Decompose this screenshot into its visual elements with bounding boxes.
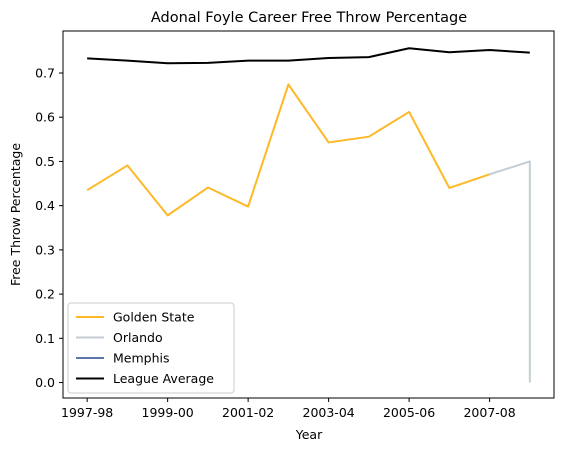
legend-label-league-average: League Average — [113, 371, 214, 386]
x-tick-label: 2003-04 — [303, 405, 355, 420]
y-tick-label: 0.4 — [35, 198, 55, 213]
y-tick-label: 0.1 — [35, 331, 55, 346]
legend-label-golden-state: Golden State — [113, 310, 195, 325]
y-axis: 0.0 0.1 0.2 0.3 0.4 0.5 0.6 0.7 — [35, 66, 63, 390]
x-axis: 1997-98 1999-00 2001-02 2003-04 2005-06 2007-… — [61, 398, 516, 420]
y-tick-label: 0.7 — [35, 66, 55, 81]
y-tick-label: 0.3 — [35, 242, 55, 257]
y-tick-label: 0.2 — [35, 287, 55, 302]
x-tick-label: 1999-00 — [142, 405, 194, 420]
plot-series — [86, 47, 531, 383]
series-line-golden-state — [86, 83, 490, 217]
series-line-league-average — [87, 47, 530, 65]
x-tick-label: 2001-02 — [222, 405, 274, 420]
legend-label-memphis: Memphis — [113, 351, 170, 366]
x-axis-label: Year — [295, 427, 323, 442]
chart-title: Adonal Foyle Career Free Throw Percentag… — [151, 10, 467, 26]
y-tick-label: 0.6 — [35, 110, 55, 125]
legend: Golden State Orlando Memphis League Average — [67, 302, 235, 394]
x-tick-label: 1997-98 — [61, 405, 113, 420]
x-tick-label: 2007-08 — [463, 405, 515, 420]
x-tick-label: 2005-06 — [383, 405, 435, 420]
y-tick-label: 0.0 — [35, 375, 55, 390]
legend-label-orlando: Orlando — [113, 330, 163, 345]
y-tick-label: 0.5 — [35, 154, 55, 169]
legend-box — [67, 302, 235, 394]
plot-frame — [62, 30, 555, 399]
y-axis-label: Free Throw Percentage — [8, 143, 23, 286]
series-line-orlando — [489, 160, 531, 383]
